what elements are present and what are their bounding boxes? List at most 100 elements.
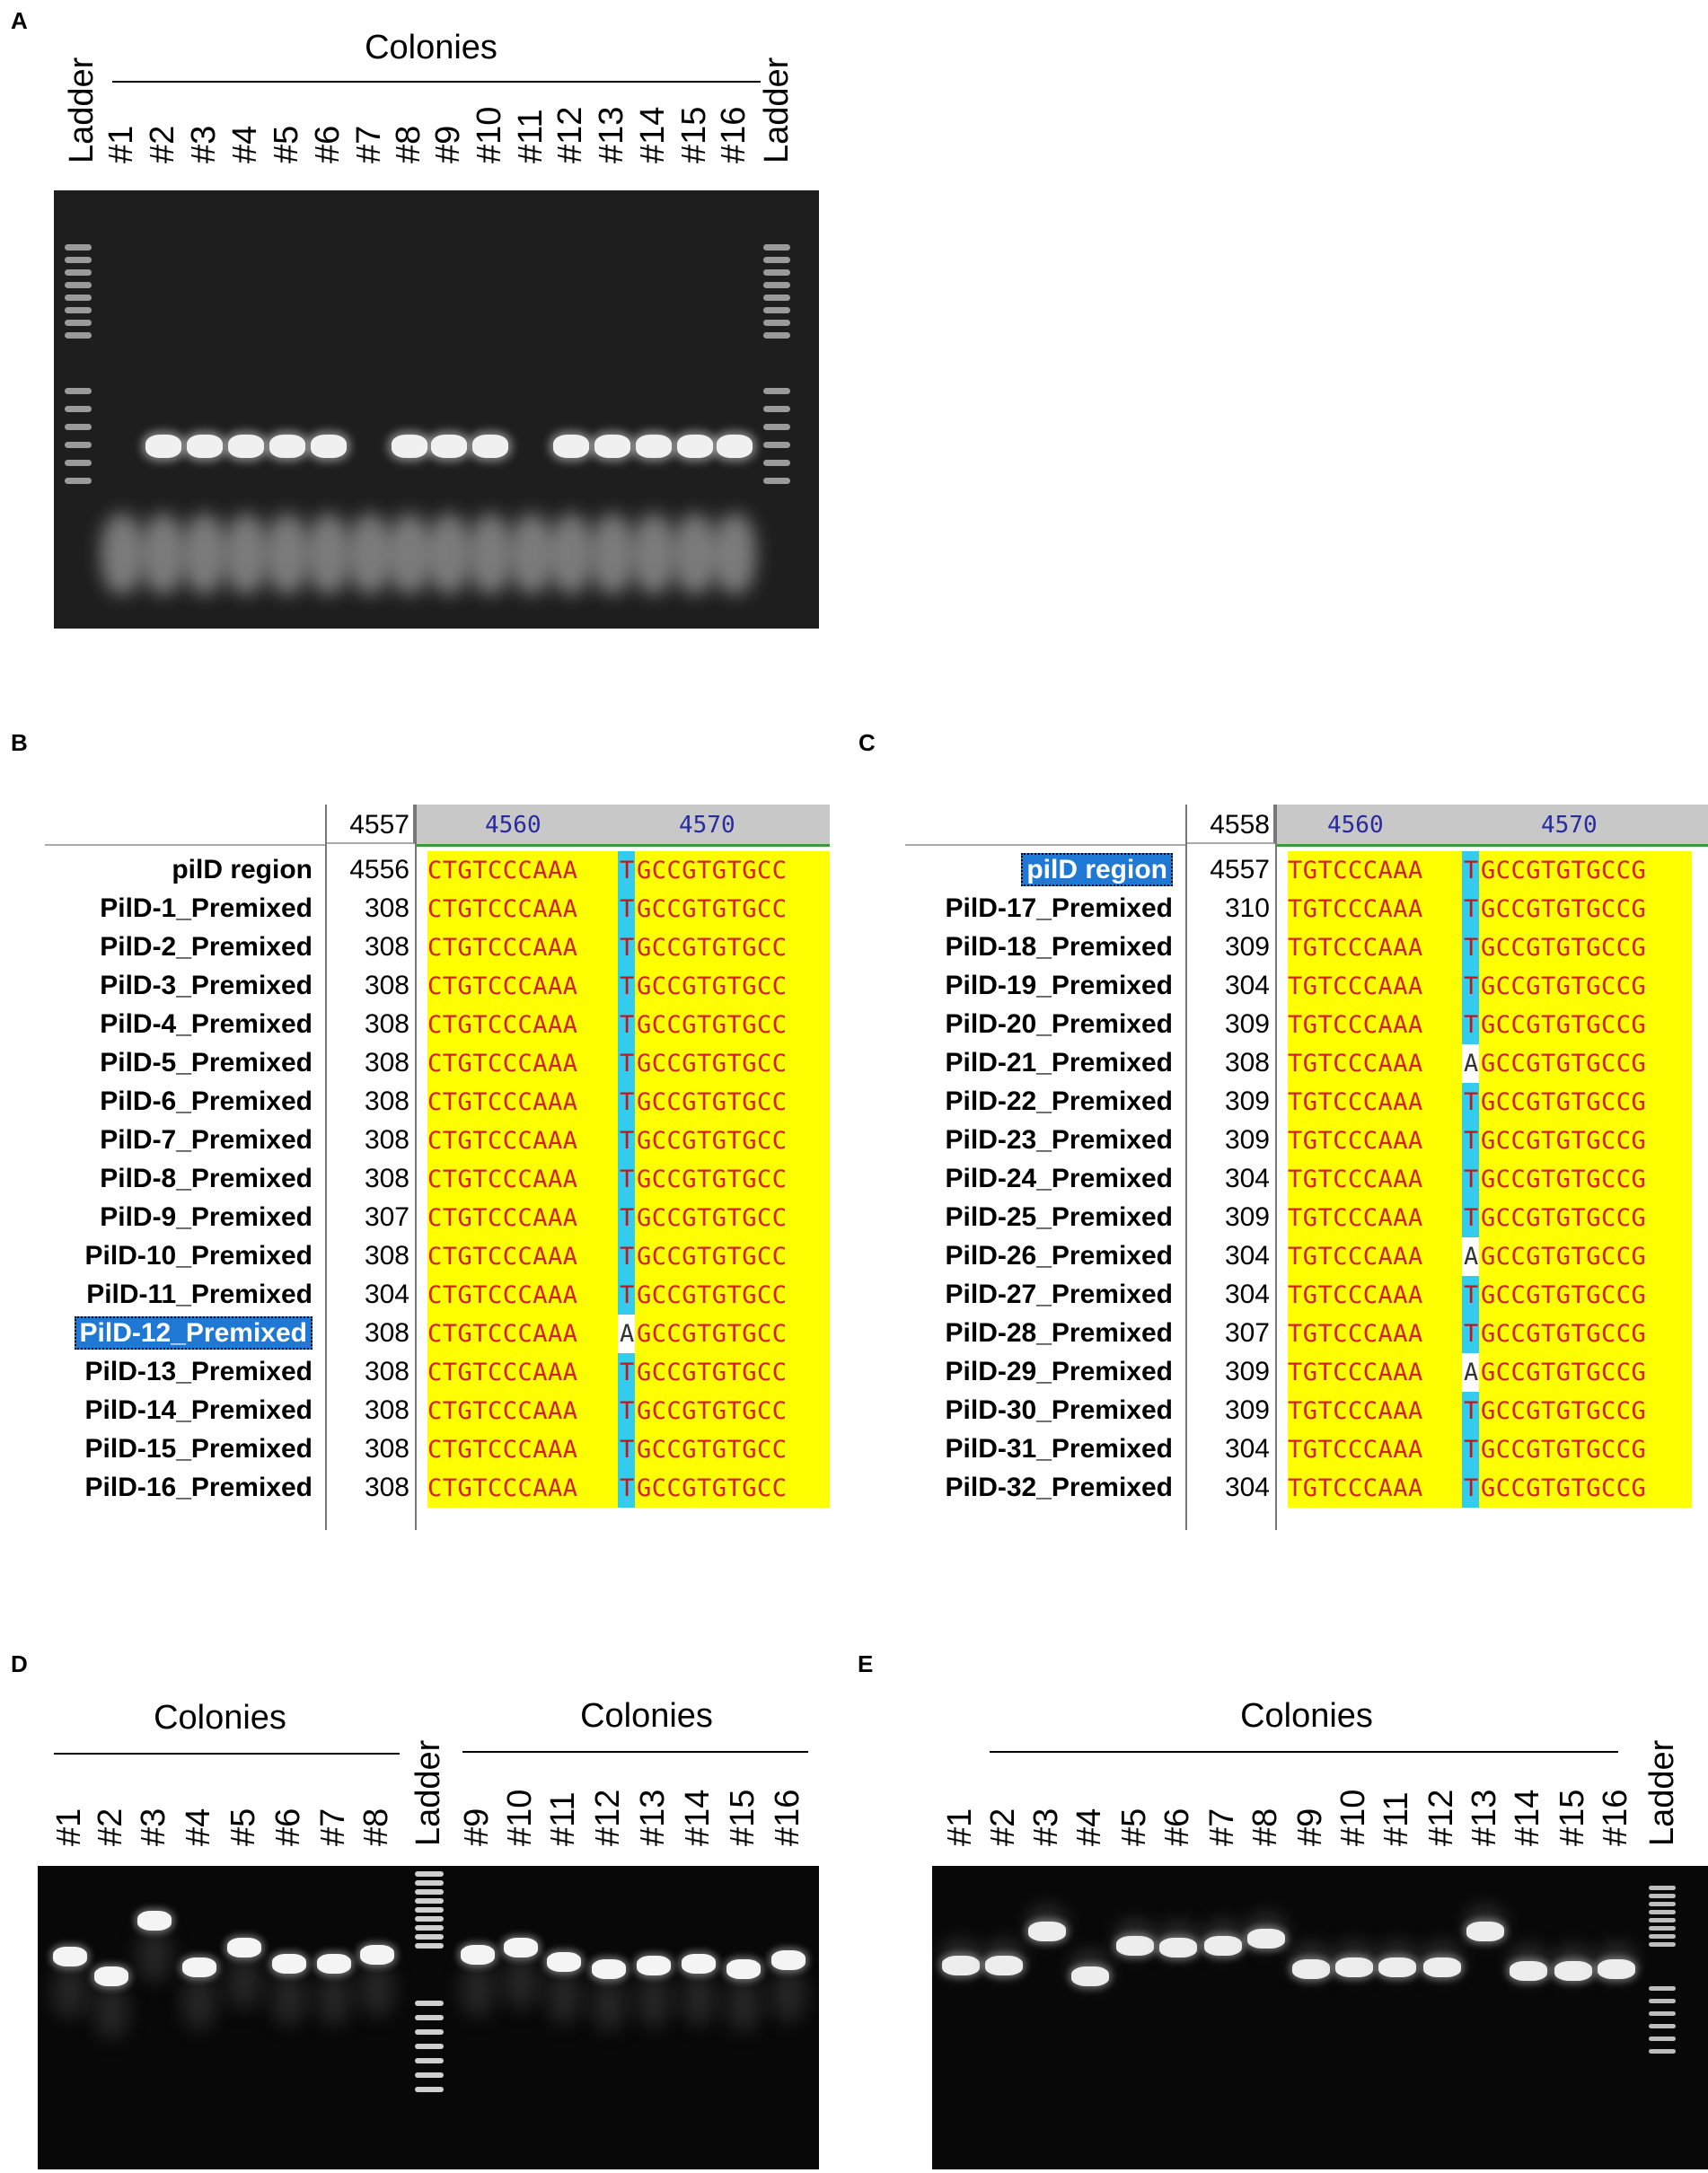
sample-label: PilD-22_Premixed: [945, 1086, 1173, 1116]
sample-label: PilD-14_Premixed: [84, 1395, 313, 1425]
variant-cell: [618, 1430, 635, 1469]
sequence-right: GCCGTGTGCCG: [1481, 1281, 1647, 1309]
sequence-left: CTGTCCCAAA: [427, 1474, 578, 1502]
lane-label: #3: [1027, 1808, 1065, 1846]
sample-name: PilD-4_Premixed: [45, 1009, 313, 1040]
ladder-band: [415, 1907, 444, 1913]
sample-name: PilD-21_Premixed: [905, 1048, 1173, 1078]
row-position: 304: [364, 1280, 409, 1309]
ladder-band: [65, 295, 92, 301]
sample-label: PilD-28_Premixed: [945, 1318, 1173, 1348]
gel-smear: [225, 514, 268, 594]
gel-smear: [142, 514, 185, 594]
lane-label: #15: [1554, 1789, 1591, 1846]
alignment-header-number: 4557: [325, 805, 415, 844]
sample-label: PilD-25_Premixed: [945, 1202, 1173, 1232]
colonies-divider-d-left: [54, 1753, 400, 1755]
gel-smear: [510, 514, 553, 594]
lane-label: #11: [1378, 1791, 1415, 1846]
names-column: [905, 805, 1187, 1530]
variant-base: T: [620, 1166, 635, 1193]
ladder-band: [415, 1943, 444, 1949]
sample-name: PilD-23_Premixed: [905, 1125, 1173, 1156]
colonies-divider-a: [112, 81, 761, 83]
variant-base: T: [620, 972, 635, 1000]
variant-base: T: [1464, 1204, 1479, 1232]
gel-smear: [181, 1975, 217, 2029]
sample-label: PilD-17_Premixed: [945, 893, 1173, 923]
lane-label: #3: [185, 125, 223, 163]
row-position: 304: [1224, 1241, 1270, 1271]
row-position: 308: [364, 1434, 409, 1464]
sequence-left: TGTCCCAAA: [1288, 1127, 1423, 1155]
sequence-left: CTGTCCCAAA: [427, 972, 578, 1000]
sequence-right: GCCGTGTGCC: [637, 1281, 788, 1309]
sample-name: PilD-24_Premixed: [905, 1164, 1173, 1194]
variant-base: T: [1464, 1127, 1479, 1155]
variant-base: T: [1464, 895, 1479, 923]
gel-band: [1071, 1966, 1109, 1986]
sequence-right: GCCGTGTGCCG: [1481, 1397, 1647, 1425]
ladder-band: [763, 295, 790, 301]
ladder-band: [415, 2044, 444, 2049]
sample-label: PilD-18_Premixed: [945, 932, 1173, 962]
alignment-header-number: 4558: [1185, 805, 1275, 844]
lane-label: #15: [675, 106, 713, 163]
sample-name: PilD-19_Premixed: [905, 971, 1173, 1001]
gel-smear: [681, 1972, 717, 2026]
gel-image-e: [932, 1866, 1708, 2169]
sequence-right: GCCGTGTGCC: [637, 895, 788, 923]
gel-smear: [183, 514, 226, 594]
sample-name: PilD-32_Premixed: [905, 1473, 1173, 1503]
gel-band: [182, 1957, 216, 1977]
sequence-right: GCCGTGTGCC: [637, 1127, 788, 1155]
ladder-band: [65, 478, 92, 484]
lane-label: Ladder: [63, 57, 101, 163]
row-position: 309: [1224, 1086, 1270, 1116]
lane-label: #9: [1291, 1808, 1329, 1846]
sequence-left: CTGTCCCAAA: [427, 1397, 578, 1425]
ladder-band: [1649, 1999, 1676, 2003]
sequence-right: GCCGTGTGCCG: [1481, 1050, 1647, 1078]
gel-band: [269, 435, 305, 458]
sequence-left: TGTCCCAAA: [1288, 972, 1423, 1000]
variant-base: T: [1464, 1320, 1479, 1348]
sample-label: PilD-32_Premixed: [945, 1473, 1173, 1502]
ladder-band: [415, 2072, 444, 2078]
ladder-band: [65, 424, 92, 430]
variant-base: T: [620, 1127, 635, 1155]
sequence-background: [1288, 851, 1692, 1508]
gel-band: [1466, 1922, 1504, 1941]
sample-name: PilD-17_Premixed: [905, 893, 1173, 924]
variant-cell: [1462, 1160, 1479, 1199]
ladder-band: [1649, 1942, 1676, 1947]
sequence-right: GCCGTGTGCC: [637, 1436, 788, 1464]
sample-label: PilD-11_Premixed: [86, 1280, 313, 1309]
ladder-band: [415, 2058, 444, 2063]
variant-cell: [618, 1469, 635, 1508]
ladder-band: [763, 332, 790, 339]
gel-band: [53, 1947, 87, 1966]
variant-base: T: [620, 1011, 635, 1039]
lane-label: #10: [1334, 1789, 1372, 1846]
sample-name: PilD-2_Premixed: [45, 932, 313, 963]
gel-band: [682, 1954, 716, 1974]
row-position: 308: [364, 1125, 409, 1155]
lane-label: #8: [1246, 1808, 1284, 1846]
lane-label: #13: [593, 106, 630, 163]
ladder-band: [1649, 1986, 1676, 1991]
row-position: 308: [364, 932, 409, 962]
variant-base: T: [620, 1436, 635, 1464]
colonies-divider-e: [990, 1751, 1618, 1753]
variant-base: T: [1464, 934, 1479, 962]
variant-base: T: [1464, 1088, 1479, 1116]
sequence-right: GCCGTGTGCCG: [1481, 972, 1647, 1000]
sequence-left: CTGTCCCAAA: [427, 1011, 578, 1039]
variant-cell: [618, 1083, 635, 1122]
ladder-band: [763, 269, 790, 276]
lane-label: #6: [309, 125, 347, 163]
ladder-band: [65, 406, 92, 412]
lane-label: #2: [92, 1808, 129, 1846]
sequence-left: TGTCCCAAA: [1288, 1436, 1423, 1464]
row-position: 4556: [349, 855, 409, 884]
